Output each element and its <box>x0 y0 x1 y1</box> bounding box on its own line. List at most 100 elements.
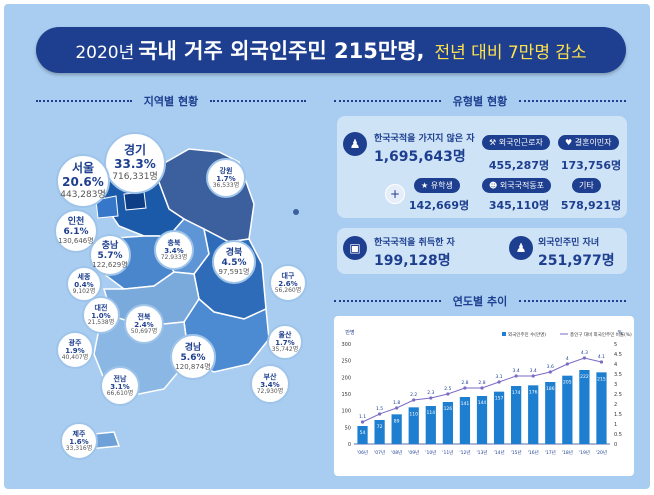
region-bubble-chungbuk: 충북 3.4% 72,933명 <box>154 230 194 270</box>
ratio-value-label: 2.8 <box>478 380 485 386</box>
ratio-value-label: 2.5 <box>444 386 451 392</box>
region-count: 35,742명 <box>271 345 299 353</box>
region-name: 충북 <box>167 238 181 247</box>
person-globe-icon: ♟ <box>343 132 367 156</box>
region-name: 세종 <box>77 272 91 281</box>
region-bubble-chungnam: 충남 5.7% 122,629명 <box>89 234 131 276</box>
x-tick-label: '16년 <box>528 449 539 456</box>
region-count: 97,591명 <box>218 268 250 277</box>
type-panel <box>337 116 627 218</box>
region-pct: 0.4% <box>74 280 94 289</box>
student-value: 142,669명 <box>408 199 470 212</box>
region-bubble-gyeongbuk: 경북 4.5% 97,591명 <box>212 240 256 284</box>
region-name: 부산 <box>263 372 277 381</box>
other-label: 기타 <box>579 181 594 190</box>
people-icon: ☻ <box>489 181 500 190</box>
left-tick-label: 0 <box>348 442 351 448</box>
bar-value-label: 176 <box>529 389 538 395</box>
ratio-value-label: 2.3 <box>427 390 434 396</box>
region-pct: 2.4% <box>134 320 154 329</box>
bar-value-label: 186 <box>546 386 555 392</box>
chart-bar <box>562 375 573 444</box>
bar-value-label: 205 <box>563 380 572 386</box>
ratio-point <box>395 406 399 410</box>
x-tick-label: '08년 <box>391 449 402 456</box>
region-name: 충남 <box>101 240 119 251</box>
id-card-icon: ▣ <box>343 236 367 260</box>
region-bubble-gyeongnam: 경남 5.6% 120,874명 <box>170 334 216 380</box>
ratio-value-label: 1.8 <box>393 400 400 406</box>
other-value: 578,921명 <box>560 199 622 212</box>
ratio-point <box>548 370 552 374</box>
region-pct: 33.3% <box>114 156 156 171</box>
region-name: 전남 <box>113 374 127 383</box>
ethnic-korean-value: 345,110명 <box>488 199 550 212</box>
ratio-point <box>429 396 433 400</box>
x-tick-label: '15년 <box>511 449 522 456</box>
region-pct: 1.9% <box>65 346 85 355</box>
region-pct: 1.7% <box>216 174 236 183</box>
bar-value-label: 157 <box>495 396 504 402</box>
right-axis-unit: % <box>618 330 623 336</box>
region-name: 울산 <box>278 330 292 339</box>
ratio-value-label: 3.1 <box>495 374 502 380</box>
right-tick-label: 4.5 <box>614 352 622 358</box>
right-tick-label: 3 <box>614 382 617 388</box>
legend-line-label: 총인구 대비 외국인주민 비율(%) <box>570 331 632 338</box>
infographic-poster: 2020년 국내 거주 외국인주민 215만명, 전년 대비 7만명 감소 지역… <box>4 4 650 489</box>
ratio-value-label: 3.4 <box>530 368 537 374</box>
region-bubble-gyeonggi: 경기 33.3% 716,331명 <box>104 132 166 194</box>
ratio-value-label: 2.2 <box>410 392 417 398</box>
ratio-value-label: 1.1 <box>359 414 366 420</box>
chart-bar <box>511 386 522 444</box>
ethnic-korean-pill: ☻ 외국국적동포 <box>482 178 552 193</box>
region-bubble-busan: 부산 3.4% 72,930명 <box>250 364 290 404</box>
right-tick-label: 2.5 <box>614 392 622 398</box>
no-citizenship-label: 한국국적을 가지지 않은 자 <box>374 134 475 144</box>
region-count: 716,331명 <box>112 171 158 182</box>
x-tick-label: '18년 <box>562 449 573 456</box>
right-tick-label: 0 <box>614 442 617 448</box>
marriage-migrant-value: 173,756명 <box>560 159 622 172</box>
bar-value-label: 141 <box>461 401 470 407</box>
region-count: 36,533명 <box>212 181 240 189</box>
region-bubble-daegu: 대구 2.6% 56,260명 <box>269 264 307 302</box>
bar-value-label: 89 <box>394 418 400 424</box>
right-tick-label: 0.5 <box>614 432 622 438</box>
ratio-point <box>582 356 586 360</box>
bar-value-label: 144 <box>478 400 487 406</box>
left-tick-label: 100 <box>341 409 351 415</box>
region-section-header: 지역별 현황 <box>36 94 306 108</box>
chart-bar <box>391 414 402 444</box>
region-count: 50,697명 <box>130 327 158 335</box>
x-tick-label: '09년 <box>408 449 419 456</box>
region-count: 66,610명 <box>106 389 134 397</box>
naturalized-panel <box>337 228 627 274</box>
family-icon: ♟ <box>509 236 533 260</box>
ratio-point <box>360 420 365 424</box>
region-bubble-jeju: 제주 1.6% 33,316명 <box>60 422 98 460</box>
region-count: 56,260명 <box>274 286 302 294</box>
right-tick-label: 2 <box>614 402 617 408</box>
trend-section-header: 연도별 추이 <box>334 294 626 308</box>
type-section-header: 유형별 현황 <box>334 94 626 108</box>
bar-value-label: 126 <box>444 406 453 412</box>
region-pct: 3.1% <box>110 382 130 391</box>
right-tick-label: 1.5 <box>614 412 622 418</box>
region-name: 대전 <box>94 303 108 312</box>
ratio-value-label: 3.6 <box>547 364 554 370</box>
foreign-worker-pill: ⚒ 외국인근로자 <box>482 135 550 150</box>
region-count: 33,316명 <box>65 444 93 452</box>
x-tick-label: '10년 <box>425 449 436 456</box>
title-year: 2020년 <box>75 42 135 63</box>
region-name: 경기 <box>123 143 147 158</box>
bar-value-label: 54 <box>360 430 366 436</box>
region-pct: 3.4% <box>260 380 280 389</box>
student-label: 유학생 <box>430 181 453 190</box>
chart-bar <box>408 407 419 444</box>
ratio-value-label: 1.5 <box>376 406 383 412</box>
chart-bar <box>476 396 488 444</box>
left-tick-label: 150 <box>341 392 351 398</box>
title-sub: 전년 대비 7만명 감소 <box>434 42 587 63</box>
region-bubble-ulsan: 울산 1.7% 35,742명 <box>267 324 303 360</box>
